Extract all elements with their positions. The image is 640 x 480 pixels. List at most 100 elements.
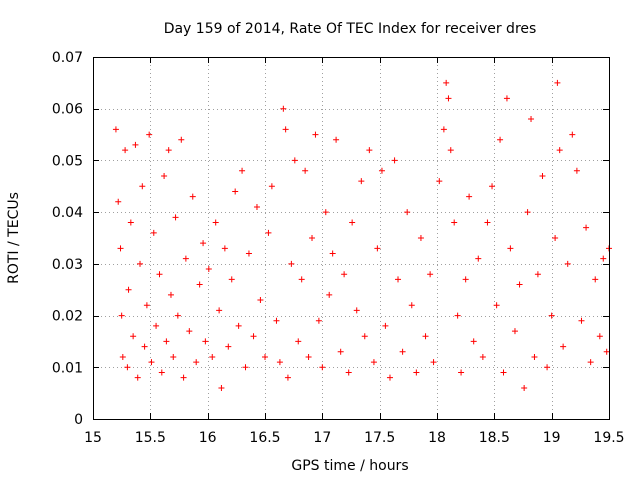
data-point (603, 348, 610, 355)
data-point (484, 219, 491, 226)
data-point (466, 193, 473, 200)
data-point (280, 105, 287, 112)
data-point (253, 203, 260, 210)
data-point (257, 297, 264, 304)
data-point (245, 250, 252, 257)
data-point (430, 359, 437, 366)
x-tick-label: 18.5 (479, 430, 510, 446)
data-point (158, 369, 165, 376)
data-point (322, 209, 329, 216)
data-point (268, 183, 275, 190)
data-point (539, 172, 546, 179)
data-point (115, 198, 122, 205)
data-point (531, 353, 538, 360)
data-point (193, 359, 200, 366)
data-point (391, 157, 398, 164)
data-point (196, 281, 203, 288)
y-tick-label: 0.07 (52, 50, 83, 66)
data-point (180, 374, 187, 381)
data-point (295, 338, 302, 345)
data-point (507, 245, 514, 252)
data-point (130, 333, 137, 340)
data-point (470, 338, 477, 345)
data-point (209, 353, 216, 360)
data-point (288, 260, 295, 267)
data-point (503, 95, 510, 102)
data-point (174, 312, 181, 319)
data-point (165, 147, 172, 154)
data-point (167, 291, 174, 298)
y-tick-label: 0.02 (52, 309, 83, 325)
data-point (200, 240, 207, 247)
data-point (212, 219, 219, 226)
data-point (262, 353, 268, 360)
data-point (291, 157, 298, 164)
data-point (408, 302, 415, 309)
y-tick-label: 0.03 (52, 257, 83, 273)
data-point (560, 343, 567, 350)
data-point (552, 235, 559, 241)
data-point (462, 276, 469, 283)
data-point (358, 178, 365, 185)
x-tick-label: 15 (84, 430, 102, 446)
data-point (592, 276, 599, 283)
data-point (427, 271, 434, 278)
data-point (148, 359, 155, 366)
data-point (139, 183, 146, 190)
data-point (500, 369, 507, 376)
data-point (422, 333, 429, 340)
y-axis-label: ROTI / TECUs (6, 192, 22, 284)
data-point (235, 322, 242, 329)
data-point (353, 307, 360, 314)
data-point (374, 245, 381, 252)
data-point (600, 255, 607, 262)
data-point (361, 333, 368, 340)
data-point (119, 353, 126, 360)
data-point (153, 322, 160, 329)
data-point (305, 353, 312, 360)
data-point (378, 167, 385, 174)
x-tick-label: 16.5 (249, 430, 280, 446)
data-point (370, 359, 377, 366)
data-point (143, 302, 150, 309)
data-point (134, 374, 141, 381)
data-point (186, 328, 193, 335)
data-point (326, 291, 333, 298)
data-point (276, 359, 283, 366)
data-point (273, 317, 280, 324)
data-point (170, 353, 177, 360)
data-point (205, 266, 212, 273)
data-point (345, 369, 352, 376)
data-point (298, 276, 305, 283)
x-tick-label: 16 (199, 430, 217, 446)
data-point (239, 167, 246, 174)
data-point (443, 79, 450, 86)
data-point (309, 235, 316, 241)
data-point (302, 167, 309, 174)
data-point (493, 302, 500, 309)
data-point (202, 338, 209, 345)
data-point (475, 255, 482, 262)
data-point (242, 364, 249, 371)
data-point (569, 131, 576, 138)
gridlines (93, 57, 609, 419)
data-point (282, 126, 289, 133)
data-point (150, 229, 157, 236)
data-point (341, 271, 348, 278)
data-point (395, 276, 402, 283)
data-point (137, 260, 144, 267)
data-point (556, 147, 563, 154)
data-point (172, 214, 179, 221)
x-tick-label: 19 (543, 430, 561, 446)
data-point (232, 188, 239, 195)
data-point (440, 126, 447, 133)
data-point (228, 276, 235, 283)
data-point (122, 147, 129, 154)
data-point (218, 384, 225, 391)
axis-ticks (93, 57, 610, 420)
y-tick-label: 0.01 (52, 360, 83, 376)
data-point (329, 250, 336, 257)
data-point (534, 271, 541, 278)
data-point (112, 126, 119, 133)
